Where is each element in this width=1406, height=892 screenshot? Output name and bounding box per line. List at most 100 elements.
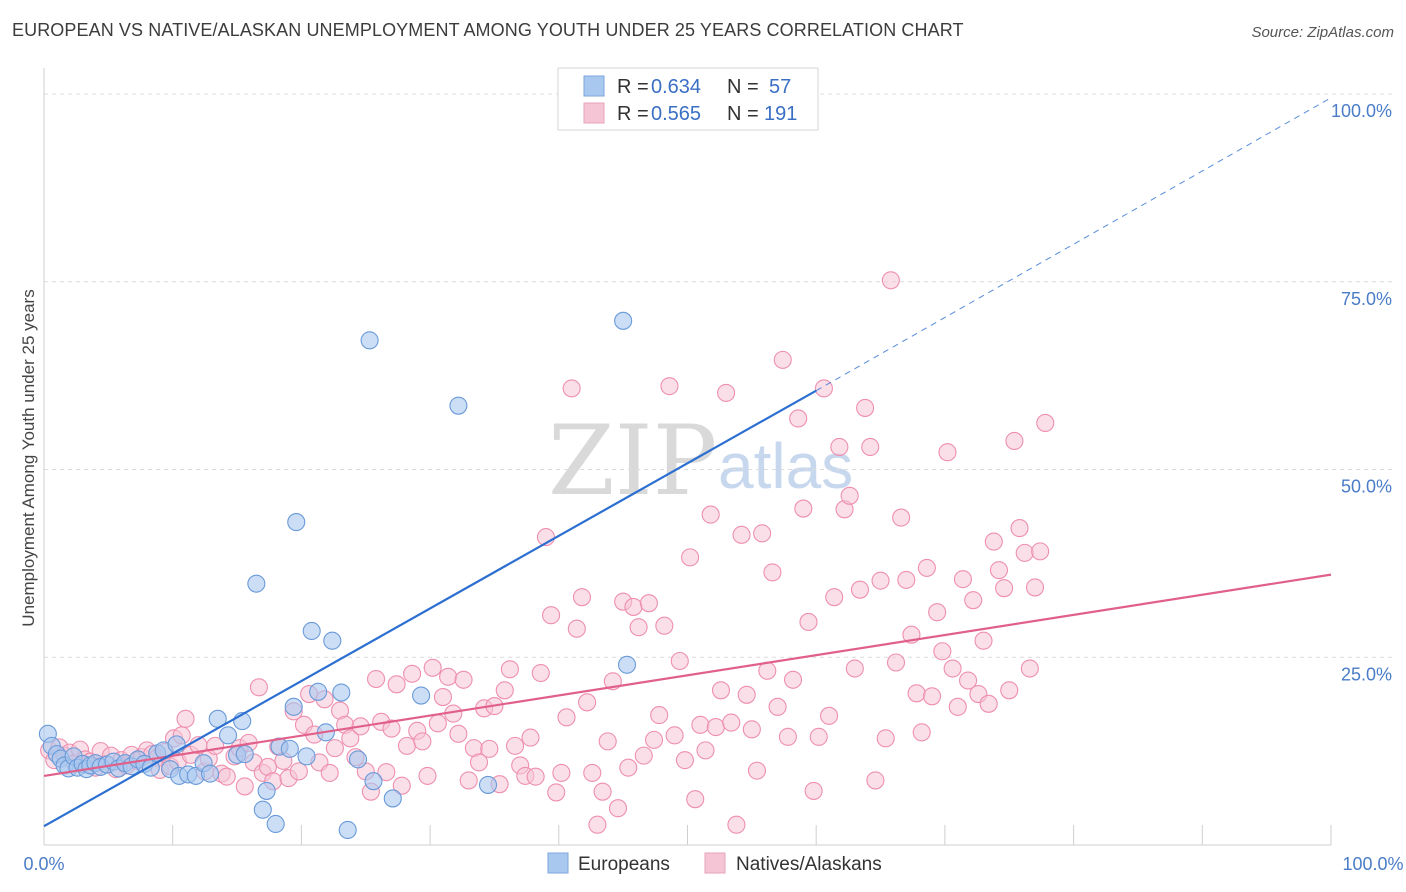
europeans-point-42 bbox=[287, 513, 306, 532]
natives-point-35 bbox=[217, 767, 236, 786]
natives-point-114 bbox=[624, 597, 643, 616]
natives-point-38 bbox=[235, 777, 254, 796]
natives-point-119 bbox=[650, 706, 669, 725]
europeans-point-34 bbox=[235, 745, 254, 764]
watermark-zip: ZIP bbox=[548, 405, 717, 517]
natives-point-135 bbox=[732, 525, 751, 544]
natives-point-82 bbox=[459, 771, 478, 790]
natives-point-170 bbox=[912, 723, 931, 742]
natives-point-138 bbox=[747, 761, 767, 780]
natives-point-81 bbox=[454, 670, 473, 689]
natives-point-133 bbox=[722, 713, 741, 732]
natives-point-179 bbox=[959, 671, 978, 690]
natives-point-118 bbox=[644, 730, 664, 749]
natives-point-64 bbox=[366, 669, 386, 689]
natives-point-78 bbox=[439, 667, 458, 686]
natives-point-41 bbox=[249, 678, 268, 697]
x-tick-label-max: 100.0% bbox=[1342, 854, 1403, 874]
europeans-point-45 bbox=[309, 682, 328, 701]
natives-point-84 bbox=[469, 753, 489, 772]
legend-swatch-europeans bbox=[583, 75, 605, 97]
europeans-point-49 bbox=[338, 820, 357, 840]
natives-point-116 bbox=[634, 746, 653, 765]
natives-point-113 bbox=[619, 758, 638, 777]
europeans-trend-extension bbox=[815, 97, 1332, 392]
natives-point-184 bbox=[984, 532, 1003, 551]
natives-point-90 bbox=[500, 660, 519, 679]
europeans-point-50 bbox=[348, 750, 368, 769]
natives-point-76 bbox=[428, 714, 447, 733]
natives-point-100 bbox=[552, 763, 571, 782]
natives-point-106 bbox=[583, 763, 602, 782]
europeans-point-51 bbox=[360, 331, 379, 350]
natives-point-176 bbox=[943, 659, 962, 678]
natives-point-189 bbox=[1010, 519, 1029, 538]
natives-point-59 bbox=[341, 729, 360, 748]
source-label: Source: ZipAtlas.com bbox=[1251, 24, 1394, 41]
natives-point-94 bbox=[521, 728, 540, 747]
natives-point-69 bbox=[392, 776, 411, 795]
chart-title: EUROPEAN VS NATIVE/ALASKAN UNEMPLOYMENT … bbox=[12, 20, 964, 40]
natives-point-108 bbox=[593, 782, 612, 801]
natives-point-124 bbox=[675, 751, 694, 770]
y-tick-label-100: 100.0% bbox=[1331, 101, 1392, 121]
natives-point-193 bbox=[1031, 542, 1050, 561]
natives-point-117 bbox=[639, 594, 658, 613]
europeans-point-38 bbox=[266, 814, 285, 834]
natives-point-167 bbox=[897, 570, 916, 589]
natives-point-125 bbox=[681, 548, 700, 567]
europeans-point-36 bbox=[253, 800, 272, 819]
natives-point-139 bbox=[753, 524, 772, 543]
natives-point-73 bbox=[413, 732, 432, 751]
natives-point-105 bbox=[578, 693, 597, 712]
trend-lines bbox=[43, 97, 1332, 828]
natives-point-95 bbox=[526, 767, 545, 786]
natives-point-174 bbox=[933, 642, 952, 661]
natives-point-156 bbox=[840, 486, 859, 505]
natives-point-160 bbox=[861, 437, 880, 457]
natives-point-66 bbox=[377, 763, 396, 782]
natives-point-166 bbox=[892, 508, 911, 527]
natives-point-146 bbox=[789, 409, 808, 428]
natives-point-111 bbox=[608, 799, 628, 818]
natives-point-74 bbox=[418, 766, 437, 785]
legend-r-label-1: R = bbox=[617, 76, 649, 98]
natives-point-107 bbox=[588, 815, 607, 834]
natives-point-127 bbox=[691, 715, 710, 734]
natives-point-134 bbox=[727, 815, 746, 834]
natives-point-158 bbox=[850, 580, 870, 599]
legend-r-value-2: 0.565 bbox=[651, 103, 701, 125]
natives-point-159 bbox=[856, 398, 875, 417]
europeans-point-52 bbox=[364, 772, 383, 791]
bottom-legend: Europeans Natives/Alaskans bbox=[547, 852, 882, 875]
europeans-point-40 bbox=[280, 739, 299, 758]
bottom-legend-europeans: Europeans bbox=[578, 854, 670, 875]
natives-point-109 bbox=[598, 732, 617, 751]
legend-n-value-1: 57 bbox=[769, 76, 791, 98]
natives-point-80 bbox=[449, 724, 468, 743]
natives-point-147 bbox=[794, 499, 813, 518]
x-axis-ticks bbox=[172, 825, 1332, 845]
europeans-point-43 bbox=[297, 747, 316, 766]
legend-n-label-1: N = bbox=[727, 76, 759, 98]
natives-point-28 bbox=[176, 709, 195, 728]
natives-point-68 bbox=[387, 675, 406, 694]
natives-point-154 bbox=[830, 437, 849, 457]
europeans-point-35 bbox=[247, 574, 266, 593]
natives-point-77 bbox=[433, 688, 453, 707]
y-tick-label-50: 50.0% bbox=[1341, 477, 1392, 497]
natives-point-136 bbox=[737, 685, 756, 704]
natives-point-103 bbox=[567, 619, 586, 638]
natives-point-137 bbox=[742, 720, 761, 739]
natives-point-143 bbox=[773, 350, 792, 369]
legend-swatch-natives bbox=[583, 102, 605, 124]
natives-point-99 bbox=[547, 783, 566, 802]
natives-point-142 bbox=[768, 697, 787, 716]
legend-r-label-2: R = bbox=[617, 103, 649, 125]
natives-trend-line bbox=[43, 573, 1332, 777]
europeans-point-56 bbox=[478, 775, 498, 794]
natives-point-172 bbox=[922, 687, 942, 706]
natives-point-130 bbox=[706, 718, 725, 737]
y-axis-label: Unemployment Among Youth under 25 years bbox=[19, 289, 38, 626]
